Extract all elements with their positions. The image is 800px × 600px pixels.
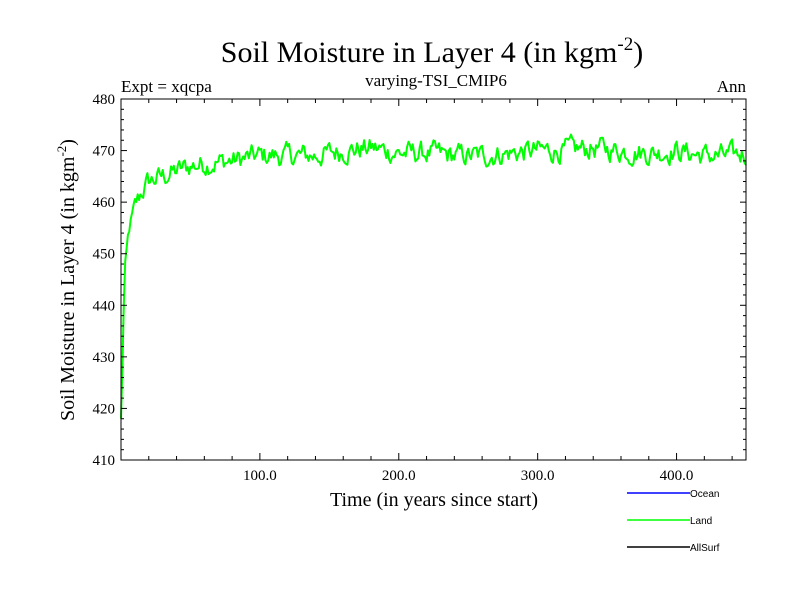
y-tick-label: 440 <box>93 298 116 314</box>
x-axis-label: Time (in years since start) <box>330 489 538 511</box>
y-tick-label: 460 <box>93 195 116 211</box>
land-series-line <box>120 133 747 419</box>
y-tick-label: 410 <box>93 453 116 469</box>
legend-label-land: Land <box>690 516 712 527</box>
y-axis-label: Soil Moisture in Layer 4 (in kgm-2) <box>54 139 79 421</box>
x-tick-label: 100.0 <box>243 468 277 484</box>
y-tick-label: 430 <box>93 350 116 366</box>
x-tick-label: 200.0 <box>382 468 416 484</box>
y-tick-label: 420 <box>93 401 116 417</box>
ticks-layer: 410 420 430 440 450 460 470 480 100.0 200.0 300.0 4… <box>93 92 746 484</box>
axes-layer <box>120 98 747 461</box>
legend-label-ocean: Ocean <box>690 489 719 500</box>
y-tick-label: 470 <box>93 144 116 160</box>
period-label: Ann <box>717 77 747 96</box>
x-tick-label: 400.0 <box>660 468 694 484</box>
plot-frame <box>120 98 747 461</box>
chart-title: Soil Moisture in Layer 4 (in kgm-2) <box>221 34 643 69</box>
x-tick-label: 300.0 <box>521 468 555 484</box>
chart-subtitle: varying-TSI_CMIP6 <box>365 71 507 90</box>
experiment-label: Expt = xqcpa <box>121 77 212 96</box>
y-tick-label: 480 <box>93 92 116 108</box>
legend: Ocean Land AllSurf <box>627 489 720 554</box>
legend-label-allsurf: AllSurf <box>690 543 720 554</box>
y-tick-label: 450 <box>93 247 116 263</box>
series-layer <box>120 133 747 419</box>
